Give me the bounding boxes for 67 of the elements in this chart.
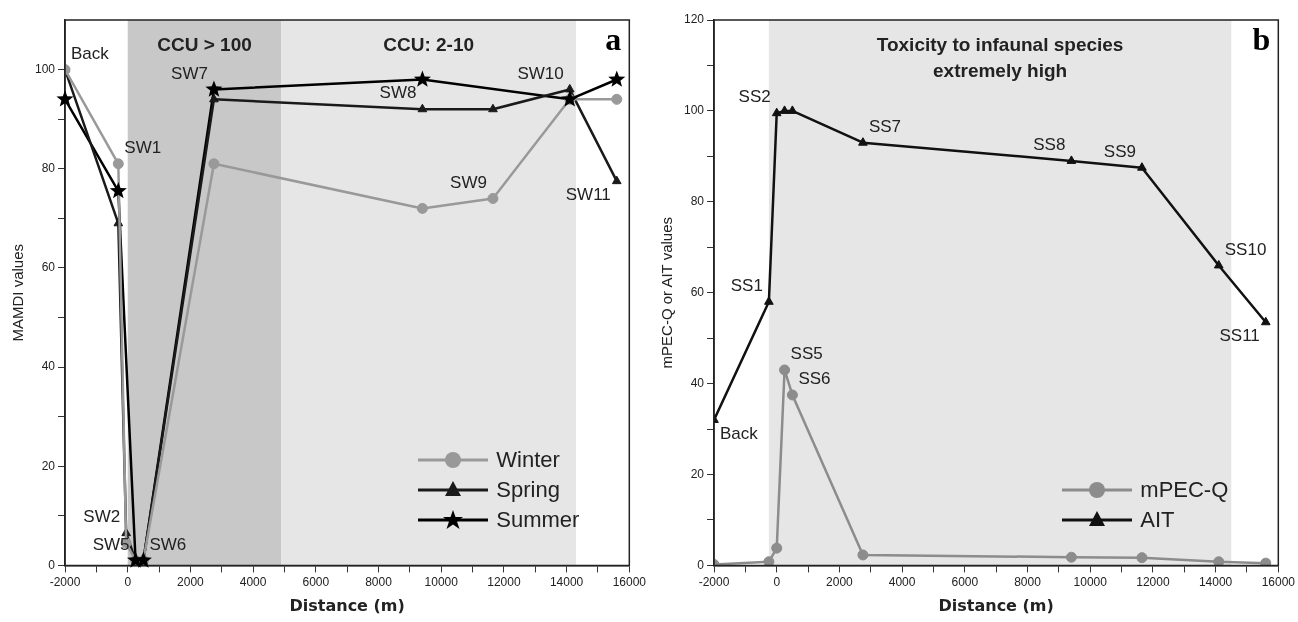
x-tick-label: 12000 [1136, 574, 1170, 589]
x-tick-label: 0 [124, 574, 132, 589]
x-axis-title: Distance (m) [938, 595, 1054, 615]
y-tick-label: 100 [34, 61, 56, 76]
annotation: Back [720, 424, 759, 444]
x-tick-label: 12000 [487, 574, 521, 589]
annotation: SS2 [738, 87, 771, 107]
y-tick-label: 60 [41, 260, 56, 275]
legend-label: AIT [1140, 507, 1175, 534]
annotation: SW5 [92, 534, 130, 554]
y-axis-title: mPEC-Q or AIT values [658, 216, 676, 369]
x-tick-label: -2000 [49, 574, 81, 589]
annotation: a [605, 21, 622, 58]
annotation: SS10 [1224, 239, 1267, 259]
y-tick-label: 60 [690, 285, 705, 300]
annotation: b [1252, 21, 1271, 58]
annotation: SW11 [565, 185, 611, 205]
annotation: SS11 [1219, 326, 1260, 346]
annotation: SW7 [171, 63, 208, 83]
x-tick-label: 14000 [1198, 574, 1233, 589]
x-tick-label: 8000 [365, 574, 393, 589]
annotation: SW1 [124, 137, 162, 157]
x-tick-label: 10000 [424, 574, 459, 589]
y-tick-label: 100 [683, 103, 705, 118]
y-axis-title: MAMDI values [9, 243, 27, 342]
y-tick-label: 40 [41, 359, 56, 374]
annotation: SS6 [798, 369, 831, 389]
x-tick-label: 2000 [177, 574, 205, 589]
x-tick-label: 14000 [549, 574, 584, 589]
band-label: CCU: 2-10 [383, 33, 475, 55]
y-tick-label: 0 [697, 557, 705, 572]
x-tick-label: 4000 [239, 574, 267, 589]
y-tick-label: 80 [690, 194, 705, 209]
x-tick-label: 8000 [1014, 574, 1042, 589]
annotation: SS7 [868, 116, 902, 136]
legend-label: mPEC-Q [1140, 477, 1229, 504]
x-tick-label: 4000 [888, 574, 916, 589]
x-tick-label: -2000 [698, 574, 730, 589]
y-tick-label: 20 [41, 458, 56, 473]
band-label: CCU > 100 [157, 33, 252, 55]
annotation: SS8 [1033, 135, 1066, 155]
y-tick-label: 20 [690, 466, 705, 481]
x-tick-label: 10000 [1073, 574, 1108, 589]
x-tick-label: 16000 [612, 574, 647, 589]
annotation: SW2 [83, 507, 121, 527]
y-tick-label: 40 [690, 375, 705, 390]
annotation: SW8 [379, 83, 417, 103]
annotation: SS9 [1103, 141, 1136, 161]
annotation: SS1 [730, 275, 763, 295]
x-tick-label: 6000 [302, 574, 330, 589]
band-label: Toxicity to infaunal species extremely high [876, 33, 1124, 81]
y-tick-label: 0 [48, 557, 56, 572]
x-tick-label: 16000 [1261, 574, 1296, 589]
y-tick-label: 120 [683, 12, 705, 27]
x-tick-label: 0 [773, 574, 781, 589]
annotation: SW6 [149, 534, 187, 554]
legend-label: Spring [496, 477, 560, 504]
x-tick-label: 6000 [951, 574, 979, 589]
annotation: SW9 [450, 172, 487, 192]
annotation: Back [71, 43, 110, 63]
annotation: SS5 [790, 344, 823, 364]
legend-label: Winter [496, 447, 560, 474]
annotation: SW10 [517, 63, 564, 83]
legend-label: Summer [496, 507, 580, 534]
y-tick-label: 80 [41, 161, 56, 176]
x-axis-title: Distance (m) [289, 595, 405, 615]
x-tick-label: 2000 [826, 574, 854, 589]
